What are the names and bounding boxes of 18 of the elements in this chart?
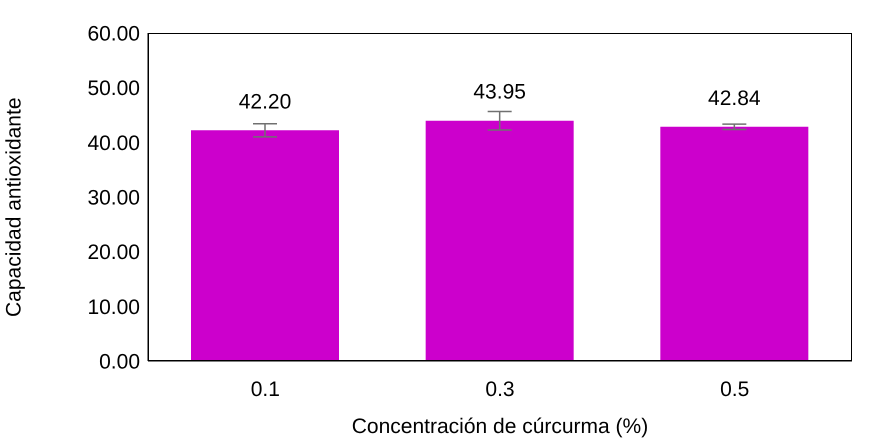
data-label: 42.84 [708, 86, 761, 110]
x-tick-label: 0.5 [720, 378, 750, 401]
bar [660, 126, 808, 361]
x-axis-title: Concentración de cúrcurma (%) [352, 415, 648, 438]
y-tick-label: 30.00 [87, 186, 140, 210]
y-axis-title: Capacidad antioxidante [2, 98, 26, 317]
x-tick-label: 0.1 [250, 378, 280, 401]
y-tick-label: 50.00 [87, 77, 140, 100]
y-tick-label: 0.00 [99, 350, 140, 374]
y-tick-label: 60.00 [87, 22, 140, 46]
y-tick-label: 20.00 [87, 241, 140, 264]
bar [426, 120, 574, 361]
bar [191, 130, 339, 361]
y-tick-label: 10.00 [87, 296, 140, 319]
data-label: 43.95 [473, 80, 526, 104]
data-label: 42.20 [238, 90, 292, 114]
x-tick-label: 0.3 [485, 378, 515, 401]
y-tick-label: 40.00 [87, 132, 140, 155]
